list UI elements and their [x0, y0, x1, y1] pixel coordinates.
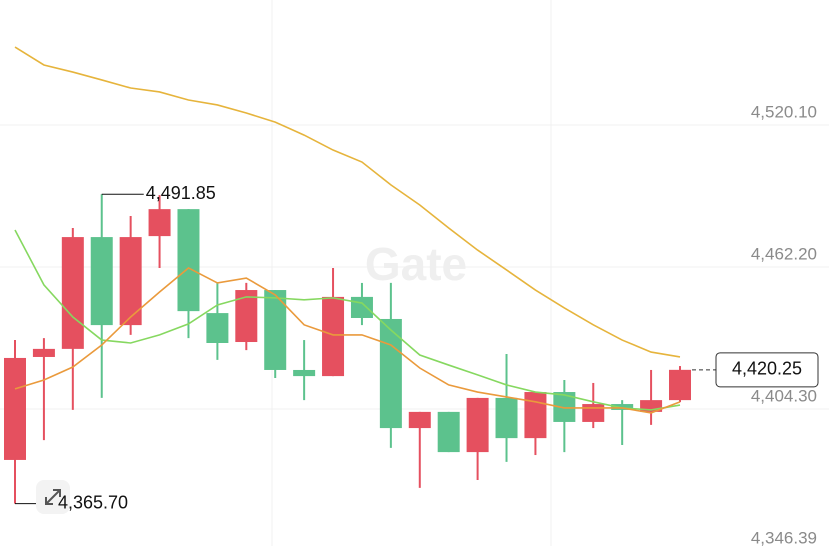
- candle: [32, 338, 55, 441]
- candle: [61, 228, 84, 410]
- candle: [640, 369, 663, 425]
- candle: [437, 411, 460, 453]
- candle-body: [235, 290, 258, 343]
- candle: [379, 282, 402, 448]
- candle-body: [61, 237, 84, 349]
- candle-body: [379, 318, 402, 429]
- candle: [495, 354, 518, 462]
- candle: [235, 282, 258, 351]
- candle-body: [466, 397, 489, 453]
- y-tick-label: 4,462.20: [751, 244, 817, 263]
- min-label: 4,365.70: [58, 492, 128, 512]
- candle: [264, 290, 287, 379]
- candle-body: [4, 357, 26, 460]
- last-price-label: 4,420.25: [732, 359, 802, 379]
- candle-body: [524, 392, 547, 439]
- candle: [553, 380, 576, 453]
- last-price-box: [715, 352, 819, 388]
- candle: [466, 397, 489, 481]
- candle-body: [437, 411, 460, 453]
- watermark: Gate: [365, 238, 467, 290]
- candle-body: [264, 290, 287, 370]
- candle-body: [669, 369, 691, 401]
- candle: [206, 282, 229, 360]
- candle: [408, 411, 431, 488]
- y-tick-label: 4,346.39: [751, 528, 817, 546]
- candle-body: [495, 397, 518, 439]
- ma-line: [14, 229, 681, 411]
- candle-body: [408, 411, 431, 429]
- candle-body: [119, 237, 142, 326]
- max-label: 4,491.85: [146, 183, 216, 203]
- candle-body: [640, 400, 663, 412]
- candle-body: [293, 369, 316, 377]
- candle: [90, 194, 113, 398]
- candle-body: [148, 209, 171, 237]
- candle: [177, 209, 200, 339]
- y-tick-label: 4,520.10: [751, 103, 817, 122]
- y-tick-label: 4,404.30: [751, 386, 817, 405]
- candle-body: [582, 404, 605, 422]
- candle: [119, 215, 142, 335]
- candle: [4, 340, 26, 504]
- candle-body: [553, 392, 576, 422]
- candle-body: [206, 313, 229, 343]
- candle: [322, 267, 345, 377]
- candle: [582, 382, 605, 429]
- candle-body: [611, 404, 634, 410]
- candle-body: [322, 296, 345, 377]
- candle: [669, 366, 691, 403]
- candle: [293, 340, 316, 401]
- ma-line: [14, 267, 681, 414]
- expand-glyph: [45, 489, 61, 505]
- candle-body: [32, 348, 55, 357]
- ma-line: [14, 46, 681, 358]
- candle-body: [90, 237, 113, 326]
- candle-body: [177, 209, 200, 312]
- candle: [148, 195, 171, 268]
- candle-body: [350, 296, 373, 318]
- expand-icon[interactable]: [36, 480, 70, 514]
